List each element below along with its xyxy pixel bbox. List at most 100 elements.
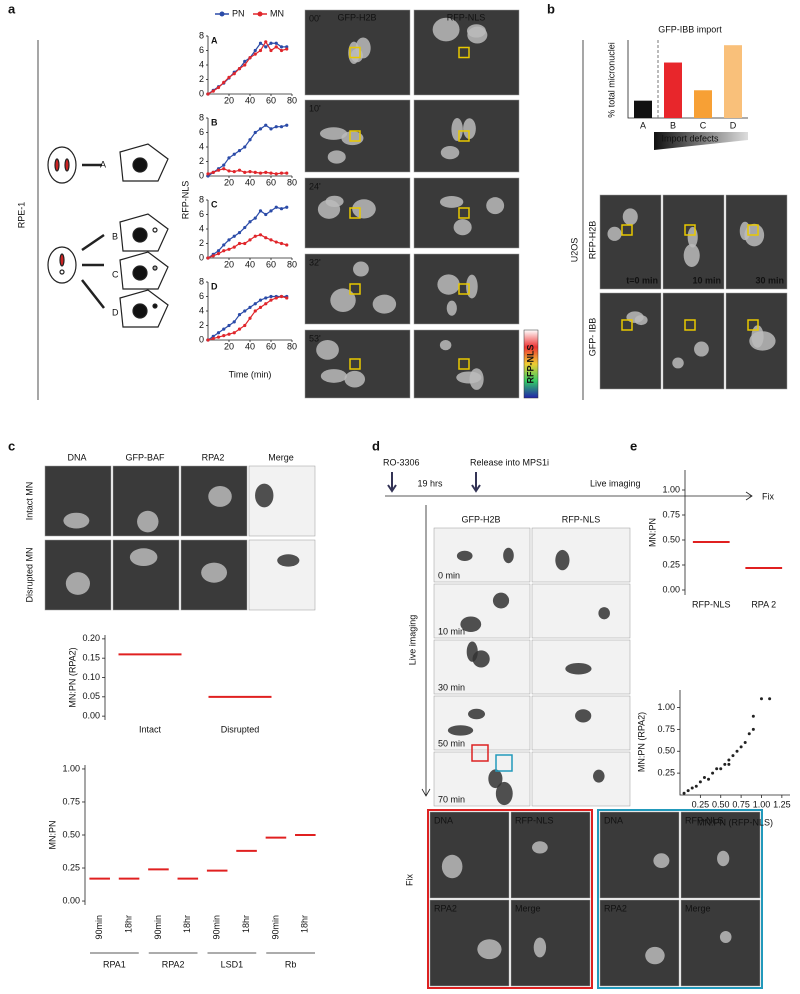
channel-label: DNA [604,815,623,825]
nucleus [330,288,356,312]
point [237,168,242,172]
x-tick-label: RFP-NLS [692,599,731,609]
y-tick-label: 6 [199,291,204,301]
nucleus [672,357,684,369]
x-tick-label: 80 [287,95,297,105]
y-axis-label: MN:PN (RPA2) [67,647,77,707]
panel-label: b [547,1,555,16]
point [222,243,226,247]
subplot-title: D [211,281,218,291]
point [264,123,268,127]
nucleus [432,17,460,42]
point [232,331,236,335]
roi-box [349,130,361,142]
nucleus [440,145,460,160]
x-tick-label: 20 [224,259,234,269]
nucleus [565,662,592,675]
y-tick-label: 8 [199,112,204,122]
x-tick-label: 90min [94,915,104,940]
y-tick-label: 4 [199,305,204,315]
roi-box [684,224,696,236]
x-tick-label: 60 [266,177,276,187]
time-label: 53' [309,333,321,343]
legend-label: PN [232,8,245,18]
point [211,89,215,93]
y-tick-label: 0.75 [62,796,80,806]
subplot-title: A [211,35,218,45]
point [222,80,226,84]
nucleus [439,196,464,208]
x-axis-label: Time (min) [229,369,272,379]
side-label: Live imaging [407,615,417,666]
point [682,791,686,795]
nucleus [316,340,339,360]
micrograph [413,9,520,96]
point [702,776,706,779]
point [269,171,273,175]
nucleus [446,300,457,316]
nucleus [63,512,90,529]
y-tick-label: 0.25 [662,559,680,569]
axis-arrow [421,505,431,797]
y-tick-label: 0.10 [82,672,100,682]
point [237,313,242,317]
x-axis-label: MN:PN (RFP-NLS) [697,817,773,827]
y-tick-label: 0.20 [82,633,100,643]
point [279,294,284,299]
point [719,767,723,771]
time-label: 24' [309,181,321,191]
point [253,302,257,306]
nucleus [466,274,478,299]
y-axis-label: MN:PN (RPA2) [636,712,646,772]
point [751,727,755,731]
nucleus [327,150,346,164]
nucleus [607,226,622,241]
nucleus [531,841,548,854]
point [216,249,221,253]
point [216,168,221,172]
nucleus [555,549,570,571]
series-line [207,206,287,259]
nucleus [492,592,510,609]
x-tick-label: 0.75 [732,799,750,809]
chart-title: GFP-IBB import [658,24,722,34]
y-tick-label: 0 [199,88,204,98]
y-tick-label: 0.75 [662,509,680,519]
point [222,334,226,338]
nucleus [463,118,476,140]
point [243,323,247,328]
point [264,296,268,300]
nucleus [344,370,366,388]
point [264,45,268,49]
time-label: 32' [309,257,321,267]
point [253,170,257,174]
channel-label: RFP-NLS [515,815,554,825]
point [264,170,268,174]
point [222,163,226,167]
panel-label: c [8,438,15,453]
cell-label: B [112,231,118,241]
point [686,789,690,793]
colorbar [523,329,539,399]
side-label: Fix [404,874,414,886]
timeline-arrow [471,472,481,493]
y-tick-label: 2 [199,320,204,330]
x-tick-label: 0.50 [712,799,730,809]
time-label: 00' [309,13,321,23]
nucleus [495,781,513,806]
point [269,298,273,302]
micrograph [599,292,662,390]
point [751,714,755,718]
y-tick-label: 4 [199,59,204,69]
roi-box [495,754,513,772]
time-label: t=0 min [626,275,658,285]
group-label: RPA2 [162,959,185,969]
point [253,130,257,135]
channel-label: DNA [434,815,453,825]
timeline-arrow [387,472,397,493]
x-tick-label: 90min [270,915,280,940]
series-line [207,124,287,177]
cell-label: D [112,307,119,317]
point [269,127,273,131]
zoom-frame [427,809,593,989]
